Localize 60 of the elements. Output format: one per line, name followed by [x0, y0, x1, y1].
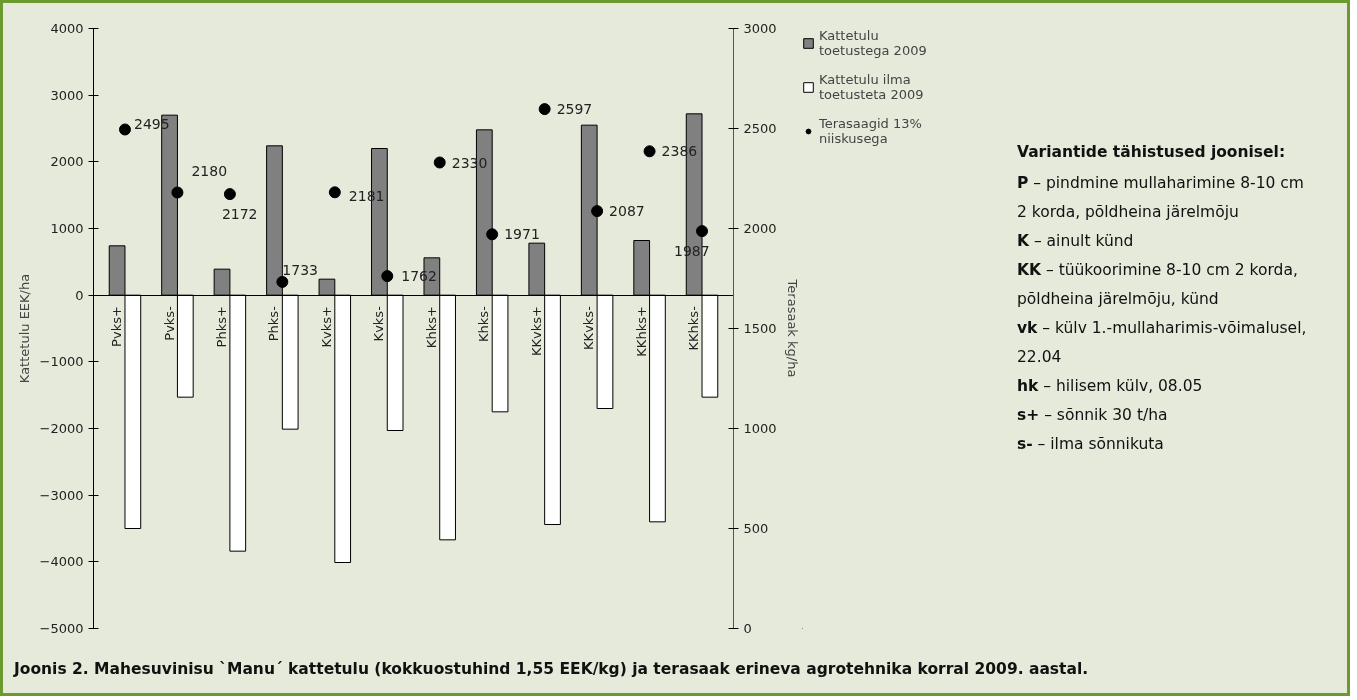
data-label: 2172 — [221, 206, 258, 223]
y-tick-label: −5000 — [39, 621, 84, 636]
x-tick-label: Phks- — [266, 305, 282, 342]
legend-label: Kattetulu ilma toetusteta 2009 — [819, 72, 924, 102]
point — [696, 225, 709, 238]
y-tick-label: −4000 — [39, 554, 84, 570]
y2-tick-label: 1000 — [743, 421, 777, 436]
text: s+ – sõnnik 30 t/ha — [1017, 405, 1169, 426]
y2-tick-label: 2500 — [743, 121, 777, 136]
y-tick-label: 0 — [75, 287, 84, 303]
text: Variantide tähistused joonisel: — [1017, 142, 1287, 163]
point — [538, 103, 551, 116]
y-tick-label: −3000 — [39, 487, 84, 503]
y2-axis-title: Terasaak kg/ha — [784, 278, 800, 378]
y-axis-title: Kattetulu EEK/ha — [16, 273, 32, 384]
x-tick-label: Kvks+ — [318, 306, 334, 348]
data-label: 2087 — [609, 203, 645, 220]
y-tick-label: 2000 — [50, 154, 84, 170]
x-tick-label: Khks- — [476, 305, 492, 342]
data-label: 2597 — [556, 101, 593, 118]
x-tick-label: Pvks+ — [109, 306, 125, 347]
x-tick-label: Phks+ — [214, 306, 229, 348]
x-tick-label: KKvks+ — [528, 306, 544, 357]
y2-tick-label: 1500 — [743, 321, 777, 336]
y2-tick-label: 3000 — [743, 21, 777, 36]
text: K – ainult künd — [1017, 231, 1135, 252]
x-tick-label: Khks+ — [423, 306, 439, 349]
point — [381, 270, 394, 283]
data-label: 1971 — [504, 226, 540, 243]
data-label: 1987 — [674, 243, 710, 260]
y-tick-label: −2000 — [39, 421, 84, 436]
x-tick-label: KKhks+ — [633, 306, 649, 357]
point — [171, 186, 184, 199]
point — [433, 156, 446, 169]
point — [223, 188, 236, 201]
data-label: 1733 — [282, 261, 318, 278]
x-tick-label: Kvks- — [371, 305, 387, 342]
point — [591, 205, 604, 218]
y-tick-label: −1000 — [39, 354, 84, 370]
y-tick-label: 3000 — [50, 87, 84, 103]
y2-tick-label: 2000 — [743, 221, 777, 236]
data-label: 2180 — [191, 162, 228, 179]
text: s- – ilma sõnnikuta — [1017, 434, 1165, 455]
legend-label: Kattetulu toetustega 2009 — [819, 28, 927, 58]
y-tick-label: 1000 — [50, 221, 84, 236]
point — [643, 145, 656, 158]
legend-label: Terasaagid 13% niiskusega — [819, 116, 922, 146]
point — [276, 275, 289, 288]
y2-tick-label: 0 — [743, 621, 752, 636]
text: Joonis 2. Mahesuvinisu `Manu´ kattetulu (kokkuostuhind 1,55 EEK/kg) ja terasaak erineva agrotehnika korral 2009. aastal. — [14, 659, 1089, 680]
x-tick-label: KKhks- — [686, 305, 702, 351]
text: hk – hilisem külv, 08.05 — [1017, 376, 1204, 397]
point — [118, 123, 131, 136]
y2-tick-label: 500 — [743, 521, 769, 536]
point — [486, 228, 499, 241]
text: P – pindmine mullaharimine 8-10 cm 2 korda, põldheina järelmõju — [1017, 173, 1305, 223]
x-tick-label: Pvks- — [161, 305, 177, 341]
y-tick-label: 4000 — [50, 21, 84, 36]
point — [328, 186, 341, 199]
x-tick-label: KKvks- — [581, 305, 597, 350]
